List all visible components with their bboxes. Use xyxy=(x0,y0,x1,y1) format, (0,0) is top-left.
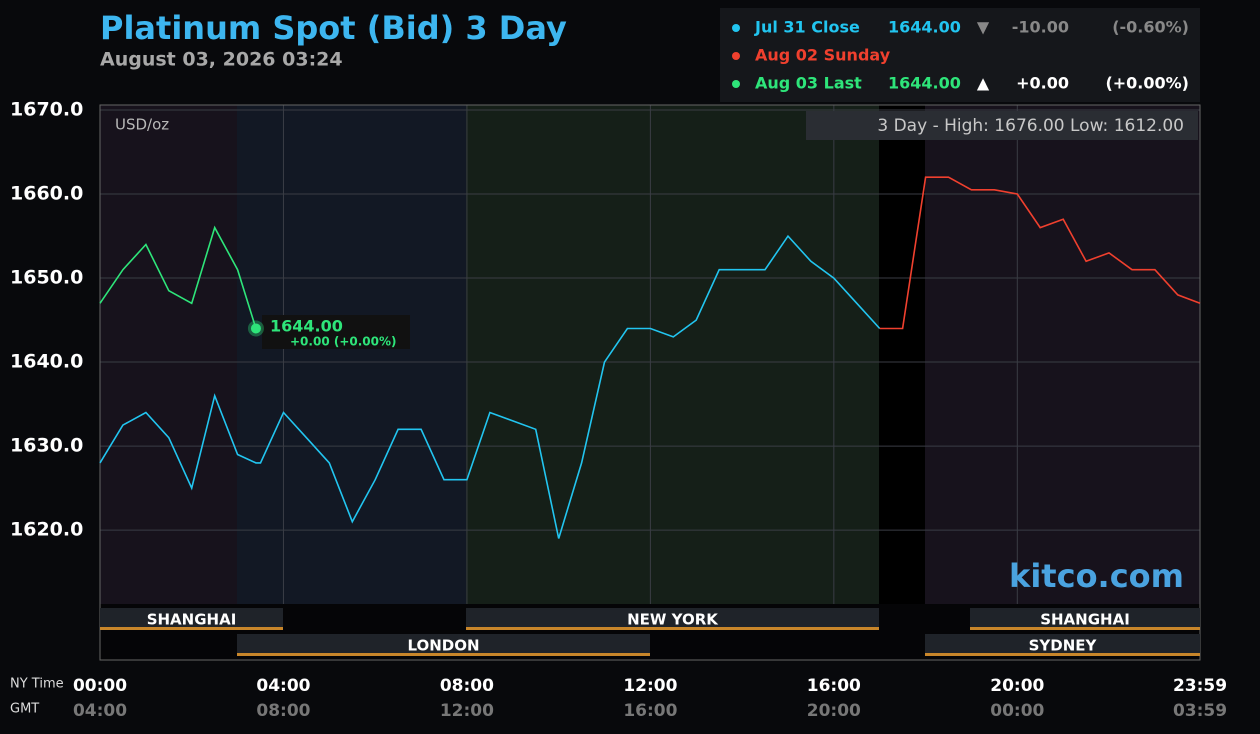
last-point-box xyxy=(262,315,410,349)
legend-dot xyxy=(732,24,740,32)
last-point xyxy=(250,323,261,334)
legend-change: +0.00 xyxy=(1016,74,1069,93)
x2-tick-label: 00:00 xyxy=(990,701,1044,721)
legend-price: 1644.00 xyxy=(888,18,961,37)
series-line xyxy=(99,225,257,329)
legend-arrow: ▼ xyxy=(977,18,990,37)
watermark: kitco.com xyxy=(1009,557,1184,595)
legend-name: Aug 03 Last xyxy=(755,74,862,93)
session-bar xyxy=(237,634,650,656)
x-tick-label: 04:00 xyxy=(256,676,310,696)
x-axis-label: NY Time xyxy=(10,677,64,692)
session-bg xyxy=(466,105,879,604)
y-tick-label: 1640.0 xyxy=(10,351,83,373)
session-line xyxy=(466,627,879,630)
session-bg xyxy=(100,105,237,604)
legend-name: Jul 31 Close xyxy=(754,18,860,37)
legend-price: 1644.00 xyxy=(888,74,961,93)
y-tick-label: 1660.0 xyxy=(10,183,83,205)
session-bg xyxy=(925,105,1200,604)
legend-box xyxy=(720,8,1200,102)
unit-label: USD/oz xyxy=(115,116,169,134)
legend-pct: (+0.00%) xyxy=(1105,74,1189,93)
x-tick-label: 12:00 xyxy=(623,676,677,696)
legend-name: Aug 02 Sunday xyxy=(755,46,891,65)
range-box xyxy=(806,111,1198,140)
session-line xyxy=(970,627,1200,630)
session-label: LONDON xyxy=(407,637,479,655)
y-tick-label: 1620.0 xyxy=(10,519,83,541)
legend-pct: (-0.60%) xyxy=(1112,18,1189,37)
last-point-change: +0.00 (+0.00%) xyxy=(290,335,397,349)
range-note: 3 Day - High: 1676.00 Low: 1612.00 xyxy=(877,116,1184,136)
session-label: NEW YORK xyxy=(627,611,719,629)
session-bar xyxy=(100,608,283,630)
legend-change: -10.00 xyxy=(1012,18,1069,37)
series-line xyxy=(99,234,881,539)
last-point-label: 1644.00 xyxy=(270,317,343,336)
chart-title: Platinum Spot (Bid) 3 Day xyxy=(100,9,567,47)
chart-subtitle: August 03, 2026 03:24 xyxy=(100,49,343,71)
series-line xyxy=(879,176,1201,330)
x2-tick-label: 12:00 xyxy=(440,701,494,721)
session-label: SYDNEY xyxy=(1029,637,1098,655)
y-tick-label: 1650.0 xyxy=(10,267,83,289)
y-tick-label: 1630.0 xyxy=(10,435,83,457)
x2-tick-label: 08:00 xyxy=(256,701,310,721)
session-bar xyxy=(466,608,879,630)
legend-arrow: ▲ xyxy=(977,74,990,93)
x2-tick-label: 16:00 xyxy=(623,701,677,721)
x-tick-label: 20:00 xyxy=(990,676,1044,696)
y-tick-label: 1670.0 xyxy=(10,99,83,121)
session-bar xyxy=(925,634,1200,656)
x-tick-label: 08:00 xyxy=(440,676,494,696)
x2-tick-label: 04:00 xyxy=(73,701,127,721)
x-tick-label: 23:59 xyxy=(1173,676,1227,696)
session-line xyxy=(925,653,1200,656)
session-bg xyxy=(237,105,466,604)
session-line xyxy=(100,627,283,630)
x-tick-label: 16:00 xyxy=(807,676,861,696)
session-line xyxy=(237,653,650,656)
legend-dot xyxy=(732,80,740,88)
plot-frame xyxy=(99,104,1201,661)
session-bar xyxy=(970,608,1200,630)
session-label: SHANGHAI xyxy=(147,611,237,629)
session-bg xyxy=(879,105,925,604)
x2-tick-label: 03:59 xyxy=(1173,701,1227,721)
session-label: SHANGHAI xyxy=(1040,611,1130,629)
x2-tick-label: 20:00 xyxy=(807,701,861,721)
x2-axis-label: GMT xyxy=(10,702,39,717)
x-tick-label: 00:00 xyxy=(73,676,127,696)
legend-dot xyxy=(732,52,740,60)
